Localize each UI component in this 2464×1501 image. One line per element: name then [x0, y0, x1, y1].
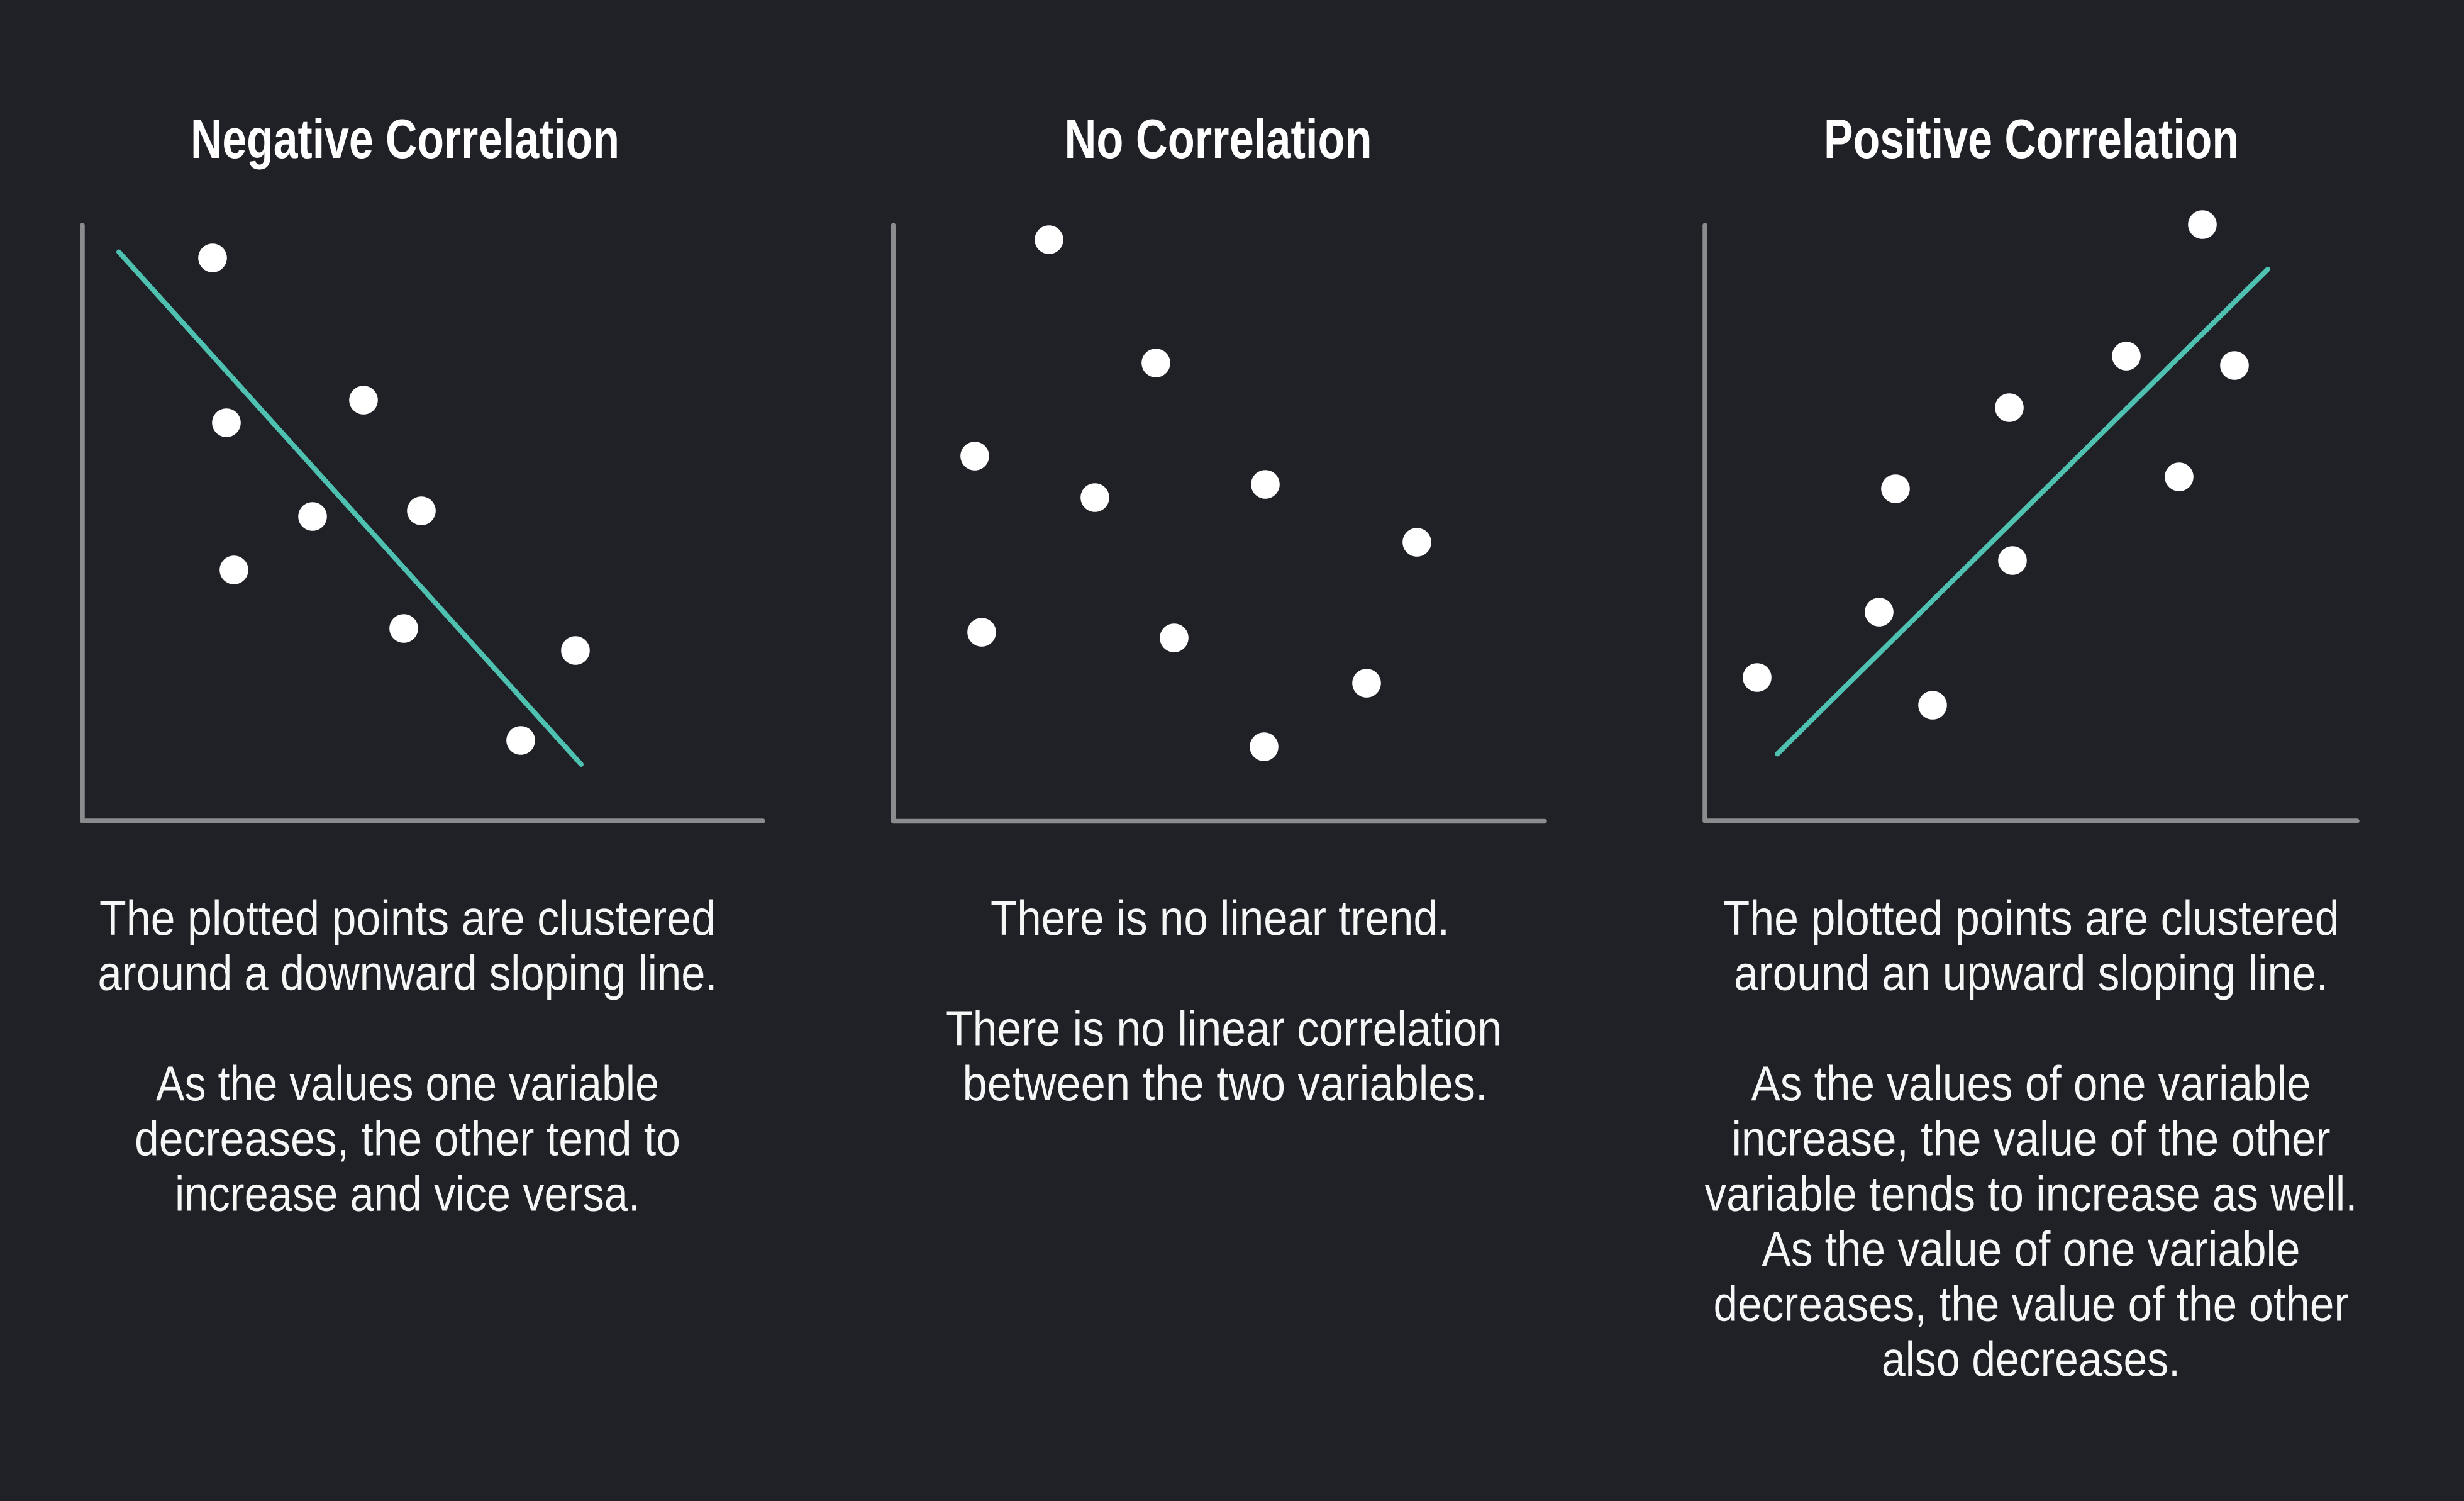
svg-text:No Correlation: No Correlation	[1065, 108, 1372, 170]
svg-text:Negative Correlation: Negative Correlation	[191, 108, 619, 170]
svg-text:around an upward sloping line.: around an upward sloping line.	[1734, 946, 2328, 1001]
svg-text:As the value of one variable: As the value of one variable	[1762, 1221, 2300, 1276]
svg-text:The plotted points are cluster: The plotted points are clustered	[99, 890, 716, 946]
svg-text:increase and vice versa.: increase and vice versa.	[175, 1166, 640, 1221]
svg-text:decreases, the value of the ot: decreases, the value of the other	[1714, 1276, 2349, 1332]
svg-text:around a downward sloping line: around a downward sloping line.	[98, 946, 718, 1001]
svg-text:The plotted points are cluster: The plotted points are clustered	[1723, 890, 2339, 946]
svg-text:decreases, the other tend to: decreases, the other tend to	[135, 1111, 680, 1166]
svg-text:between the two variables.: between the two variables.	[963, 1056, 1488, 1111]
svg-text:Positive Correlation: Positive Correlation	[1824, 108, 2239, 170]
svg-text:As the values one variable: As the values one variable	[156, 1056, 659, 1111]
svg-text:As the values of one variable: As the values of one variable	[1751, 1056, 2311, 1111]
svg-text:variable tends to increase as: variable tends to increase as well.	[1705, 1166, 2358, 1221]
svg-text:There is no linear trend.: There is no linear trend.	[991, 890, 1450, 946]
svg-text:There is no linear correlation: There is no linear correlation	[946, 1000, 1502, 1056]
svg-text:increase, the value of the oth: increase, the value of the other	[1732, 1111, 2331, 1166]
svg-text:also decreases.: also decreases.	[1882, 1331, 2180, 1387]
